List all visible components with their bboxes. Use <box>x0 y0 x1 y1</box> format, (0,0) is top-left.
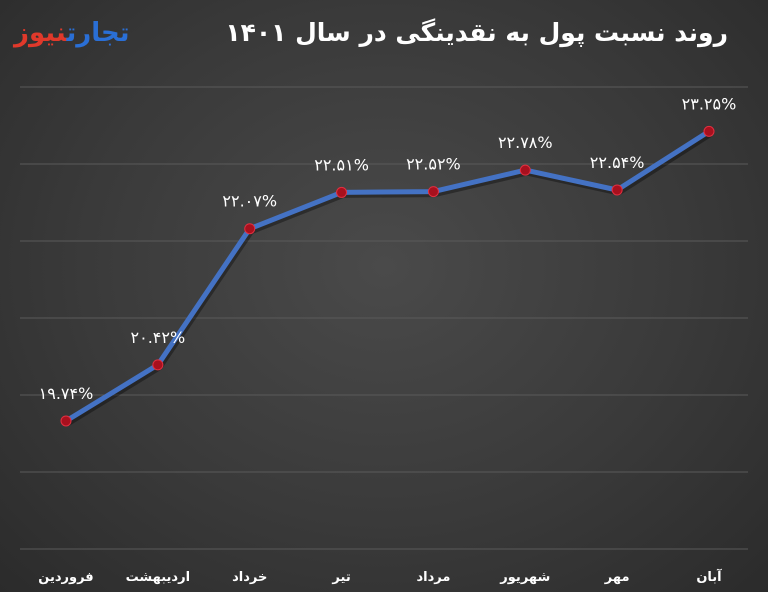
grid-lines <box>20 86 748 550</box>
data-point-7 <box>611 184 623 196</box>
data-labels: ۱۹.۷۴% ۲۰.۴۲% ۲۲.۰۷% ۲۲.۵۱% ۲۲.۵۲% ۲۲.۷۸% ۲۲.۵… <box>39 94 737 403</box>
data-label-8: ۲۳.۲۵% <box>682 94 737 113</box>
x-axis-labels: فروردین اردیبهشت خرداد تیر مرداد شهریور مهر آبا… <box>38 568 722 585</box>
data-label-7: ۲۲.۵۴% <box>590 153 645 172</box>
data-label-6: ۲۲.۷۸% <box>498 133 553 152</box>
data-label-4: ۲۲.۵۱% <box>314 155 369 174</box>
x-tick-label-1: فروردین <box>38 570 93 585</box>
brand-logo: تجارتنیوز <box>14 18 130 48</box>
x-tick-label-4: تیر <box>331 570 350 585</box>
data-label-1: ۱۹.۷۴% <box>39 384 94 403</box>
x-tick-label-8: آبان <box>696 568 722 585</box>
data-label-2: ۲۰.۴۲% <box>131 328 186 347</box>
data-point-8 <box>703 125 715 137</box>
data-markers <box>60 125 715 427</box>
data-point-4 <box>336 186 348 198</box>
series-line-shadow <box>65 131 713 427</box>
x-tick-label-2: اردیبهشت <box>126 570 190 585</box>
x-tick-label-7: مهر <box>604 570 630 585</box>
data-point-5 <box>427 186 439 198</box>
data-label-5: ۲۲.۵۲% <box>406 155 461 174</box>
x-tick-label-3: خرداد <box>232 570 267 585</box>
x-tick-label-5: مرداد <box>416 570 450 585</box>
series-line <box>63 128 712 424</box>
data-point-6 <box>519 164 531 176</box>
data-point-3 <box>244 223 256 235</box>
logo-text-part-b: نیوز <box>14 18 67 48</box>
series-line-group <box>63 128 713 427</box>
data-point-2 <box>152 359 164 371</box>
x-tick-label-6: شهریور <box>499 570 550 585</box>
chart-title: روند نسبت پول به نقدینگی در سال ۱۴۰۱ <box>225 18 728 47</box>
data-label-3: ۲۲.۰۷% <box>222 192 277 211</box>
data-point-1 <box>60 415 72 427</box>
logo-text-part-a: تجارت <box>66 18 130 48</box>
